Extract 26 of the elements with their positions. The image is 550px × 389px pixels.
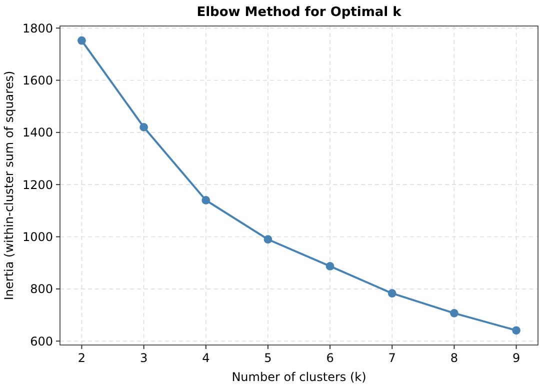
point: [450, 308, 458, 318]
y-tick-label: 600: [30, 334, 53, 348]
chart-title: Elbow Method for Optimal k: [196, 5, 402, 20]
point: [264, 235, 272, 244]
y-tick-label: 1000: [22, 230, 53, 244]
point: [78, 36, 86, 45]
y-tick-label: 1200: [22, 178, 53, 192]
point: [140, 123, 148, 132]
x-tick-label: 8: [450, 351, 458, 365]
x-tick-label: 7: [388, 351, 396, 365]
x-tick-label: 2: [78, 351, 86, 365]
point: [512, 326, 520, 335]
x-tick-label: 9: [512, 351, 520, 365]
x-tick-label: 6: [326, 351, 334, 365]
y-tick-label: 1600: [22, 73, 53, 88]
y-axis-title: Inertia (within-cluster sum of squares): [2, 70, 16, 300]
y-tick-label: 800: [30, 282, 53, 296]
point: [202, 196, 210, 204]
x-tick-label: 5: [264, 351, 272, 365]
x-axis-title: Number of clusters (k): [232, 370, 366, 384]
point: [388, 289, 396, 298]
y-tick-label: 1400: [22, 126, 53, 140]
point: [326, 262, 334, 270]
x-tick-label: 3: [140, 351, 148, 365]
y-tick-label: 1800: [22, 21, 53, 36]
x-tick-label: 4: [202, 351, 210, 365]
